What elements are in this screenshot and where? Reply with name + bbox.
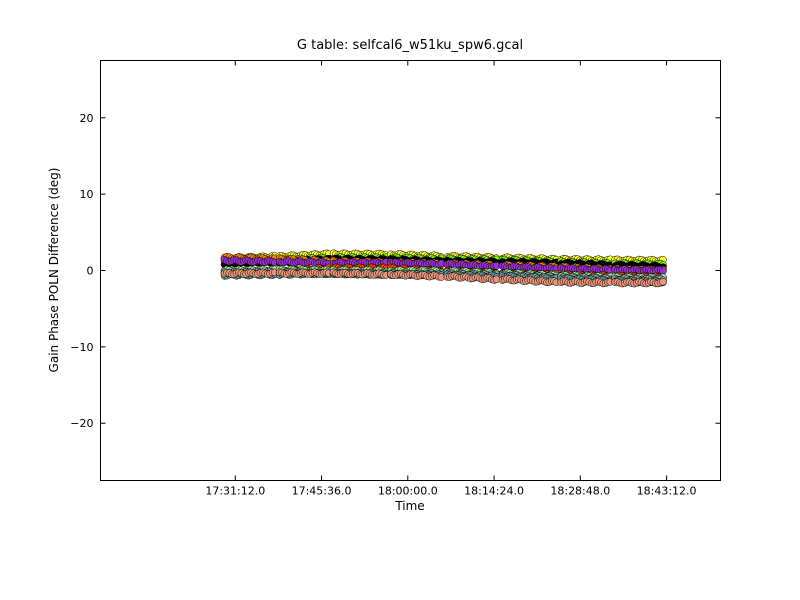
- y-tick-label: −20: [70, 417, 93, 430]
- x-tick-label: 17:45:36.0: [292, 485, 352, 498]
- y-tick-label: 20: [80, 112, 94, 125]
- data-point: [659, 267, 667, 275]
- x-axis-label: Time: [394, 499, 424, 513]
- x-tick-label: 18:28:48.0: [550, 485, 610, 498]
- y-axis-label: Gain Phase POLN Difference (deg): [47, 168, 61, 373]
- x-tick-label: 18:14:24.0: [464, 485, 524, 498]
- x-tick-label: 18:00:00.0: [378, 485, 438, 498]
- y-tick-label: −10: [70, 341, 93, 354]
- y-tick-label: 0: [87, 265, 94, 278]
- x-tick-label: 17:31:12.0: [205, 485, 265, 498]
- data-points: [220, 249, 667, 288]
- axis-ticks: 17:31:12.0 17:45:36.0 18:00:00.0 18:14:24.0…: [70, 60, 721, 498]
- chart-title: G table: selfcal6_w51ku_spw6.gcal: [297, 38, 523, 53]
- data-point: [659, 278, 667, 286]
- x-tick-label: 18:43:12.0: [637, 485, 697, 498]
- y-tick-label: 10: [80, 188, 94, 201]
